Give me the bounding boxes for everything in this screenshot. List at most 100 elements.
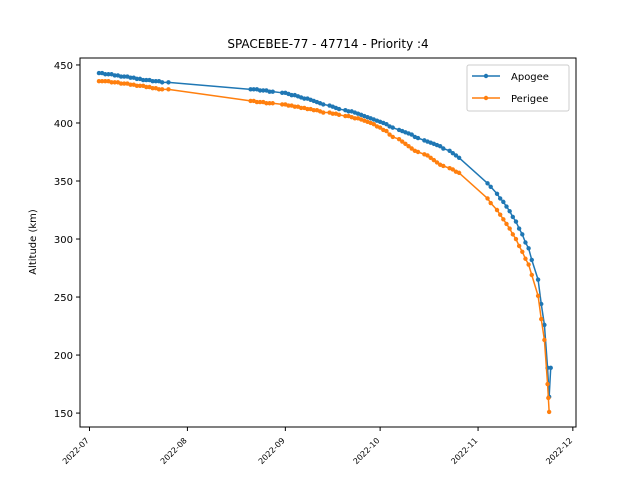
data-point-apogee [122,74,127,79]
data-point-apogee [548,365,553,371]
data-point-apogee [453,153,459,158]
data-point-perigee [504,221,509,227]
legend-label-perigee: Perigee [511,94,548,105]
data-point-perigee [137,83,143,89]
data-point-apogee [106,72,111,77]
y-tick-label: 350 [54,177,73,188]
data-point-apogee [501,199,506,205]
data-point-perigee [336,112,342,118]
data-point-perigee [134,83,140,89]
data-point-perigee [390,134,395,140]
data-point-perigee [159,87,165,92]
data-point-perigee [516,243,522,249]
data-point-perigee [450,167,455,172]
data-point-apogee [456,155,462,160]
data-point-apogee [529,257,534,263]
data-point-apogee [166,80,171,85]
data-point-apogee [150,79,155,84]
data-point-perigee [545,381,550,387]
data-point-perigee [103,79,108,84]
legend-marker-perigee [483,95,489,101]
data-point-apogee [409,132,414,137]
data-point-apogee [437,143,443,149]
data-point-perigee [485,196,490,201]
data-point-perigee [292,104,298,109]
data-point-perigee [510,232,516,237]
data-point-apogee [302,96,307,101]
data-point-apogee [257,88,263,93]
data-point-apogee [535,277,541,282]
y-tick-label: 300 [54,235,73,246]
data-point-perigee [535,293,541,299]
data-point-apogee [346,109,351,114]
y-tick-label: 150 [54,409,73,420]
data-point-apogee [144,77,149,83]
data-point-perigee [321,110,326,115]
data-point-perigee [305,106,310,112]
data-point-apogee [441,146,446,151]
data-point-perigee [311,108,316,113]
data-point-perigee [257,99,263,105]
data-point-apogee [251,87,256,92]
data-point-apogee [96,70,102,76]
data-point-apogee [159,80,165,85]
data-point-perigee [431,157,437,163]
data-point-perigee [286,103,291,108]
data-point-perigee [494,207,500,213]
data-point-apogee [497,196,503,201]
data-point-perigee [248,98,253,104]
data-point-apogee [447,148,452,154]
data-point-perigee [270,101,275,106]
legend-marker-apogee [483,73,489,79]
data-point-apogee [118,74,124,79]
data-point-perigee [144,84,149,90]
data-point-apogee [153,79,159,84]
data-point-apogee [488,184,493,190]
data-point-perigee [497,212,503,217]
data-point-perigee [118,81,124,86]
data-point-perigee [264,101,269,106]
data-point-apogee [140,77,146,83]
y-axis-label: Altitude (km) [28,209,39,275]
data-point-perigee [343,113,348,119]
data-point-perigee [267,101,272,106]
data-point-perigee [109,80,114,85]
data-point-apogee [450,150,455,156]
data-point-perigee [539,316,544,322]
data-point-perigee [150,85,155,91]
data-point-apogee [279,90,285,96]
data-point-apogee [520,232,525,237]
data-point-perigee [529,272,534,278]
data-point-perigee [96,79,102,84]
data-point-apogee [112,73,117,78]
data-point-perigee [99,79,105,84]
data-point-apogee [485,181,490,186]
data-point-perigee [523,256,528,261]
data-point-apogee [248,87,253,92]
chart-title: SPACEBEE-77 - 47714 - Priority :4 [227,37,428,51]
data-point-apogee [267,89,272,94]
data-point-perigee [520,249,525,254]
data-point-perigee [352,116,358,121]
data-point-apogee [336,106,342,112]
data-point-perigee [377,125,383,130]
data-point-perigee [330,111,335,116]
y-tick-label: 250 [54,293,73,304]
data-point-perigee [371,121,377,127]
data-point-perigee [546,395,551,401]
data-point-perigee [501,217,506,222]
data-point-apogee [390,125,395,130]
data-point-apogee [516,226,522,231]
data-point-perigee [428,155,433,160]
data-point-apogee [494,191,500,196]
data-point-perigee [387,132,392,137]
data-point-perigee [434,160,440,165]
data-point-perigee [254,99,260,105]
data-point-apogee [539,301,544,307]
data-point-apogee [542,322,547,328]
data-point-apogee [261,88,266,93]
data-point-perigee [279,102,285,107]
data-point-apogee [134,76,140,82]
data-point-perigee [403,141,408,147]
